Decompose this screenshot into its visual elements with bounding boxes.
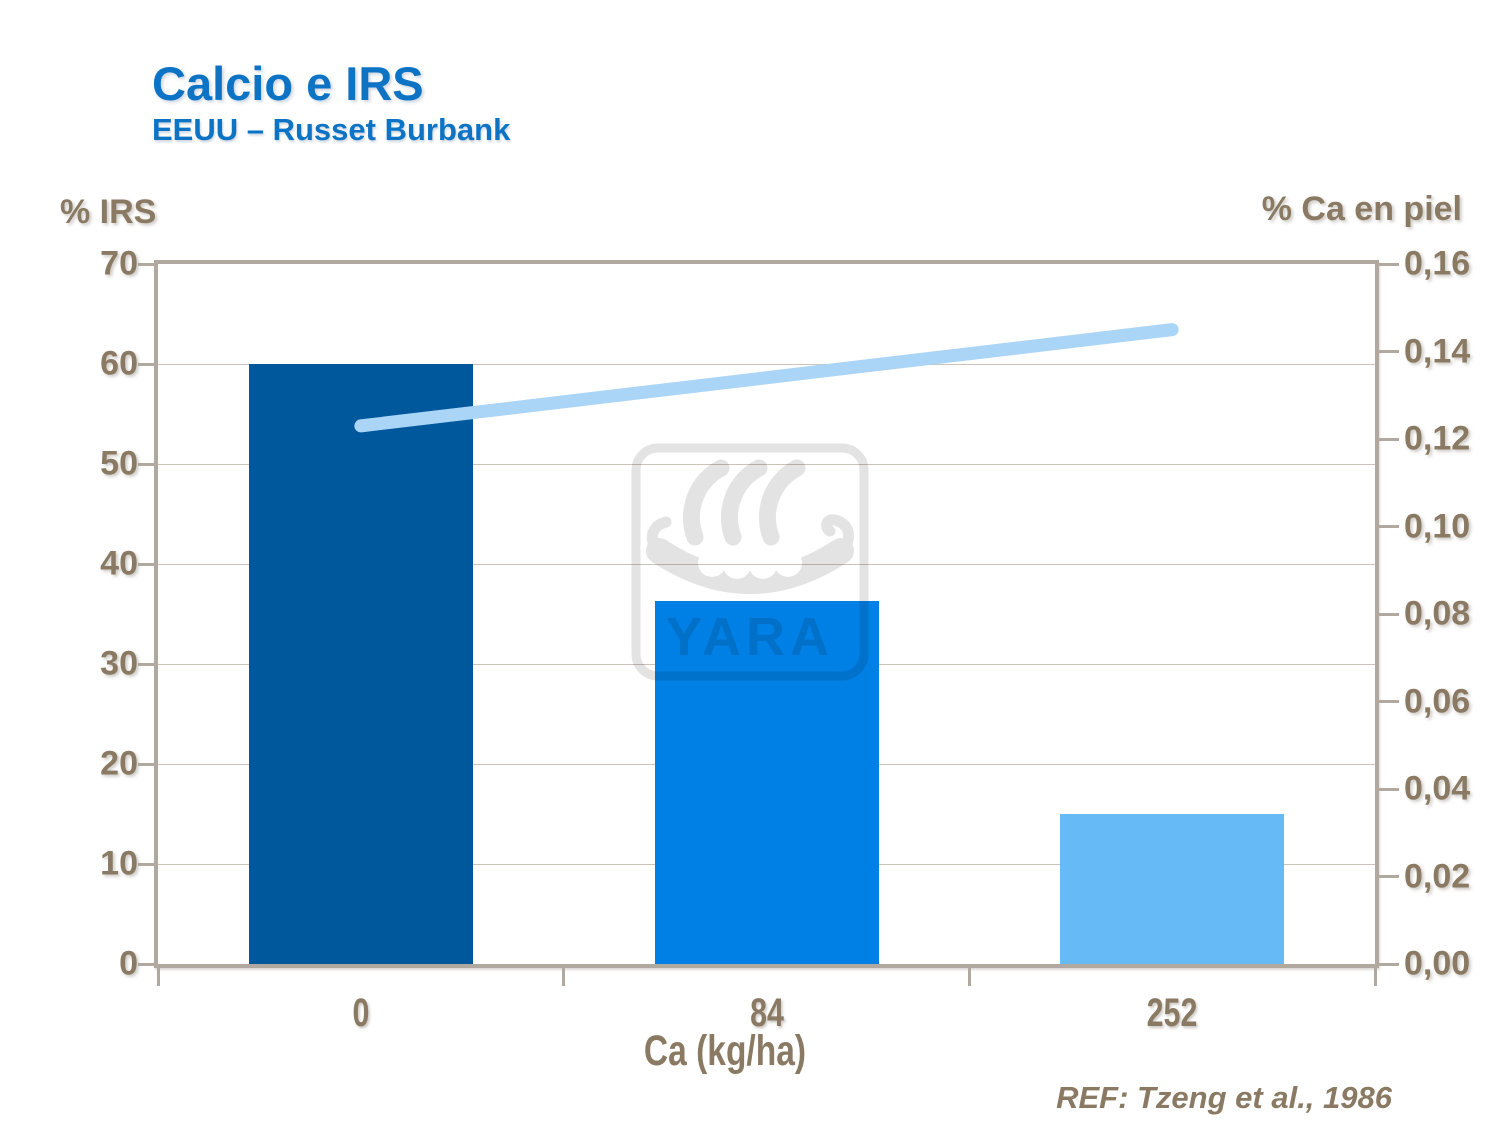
right-tick-mark: [1379, 350, 1399, 353]
right-tick-label: 0,00: [1404, 944, 1471, 983]
right-tick-mark: [1379, 875, 1399, 878]
left-tick-mark: [138, 362, 158, 366]
left-tick-mark: [138, 262, 158, 266]
right-tick-mark: [1379, 437, 1399, 441]
left-tick-mark: [138, 762, 158, 766]
bar-ca-0: [248, 364, 473, 964]
x-boundary-tick: [562, 968, 566, 986]
left-tick-label: 20: [100, 744, 138, 783]
yara-watermark: YARA: [631, 443, 869, 681]
right-tick-label: 0,06: [1404, 682, 1471, 720]
gridline: [158, 363, 1375, 365]
right-tick-label: 0,04: [1404, 769, 1471, 808]
x-boundary-tick: [1373, 968, 1377, 986]
right-tick-label: 0,02: [1404, 857, 1471, 895]
reference-note: REF: Tzeng et al., 1986: [1056, 1080, 1392, 1115]
right-tick-mark: [1379, 262, 1399, 266]
x-tick-label: 84: [749, 991, 784, 1035]
left-tick-label: 0: [119, 944, 138, 983]
right-axis-title: % Ca en piel: [1261, 190, 1462, 228]
x-tick-label: 252: [1146, 991, 1198, 1035]
right-tick-mark: [1379, 525, 1399, 528]
left-tick-mark: [138, 862, 158, 866]
right-tick-label: 0,12: [1404, 419, 1471, 458]
x-tick-label: 0: [352, 991, 370, 1035]
left-tick-mark: [138, 662, 158, 666]
left-tick-label: 40: [100, 544, 138, 583]
left-axis-title: % IRS: [60, 193, 157, 231]
chart-title: Calcio e IRS: [152, 57, 424, 110]
right-tick-mark: [1379, 787, 1399, 791]
right-tick-label: 0,14: [1404, 332, 1471, 370]
right-tick-label: 0,16: [1404, 244, 1471, 283]
left-tick-label: 30: [100, 644, 138, 683]
left-tick-label: 50: [100, 444, 138, 483]
ca-en-piel-line: [354, 323, 1179, 433]
left-tick-label: 10: [100, 844, 138, 883]
right-tick-mark: [1379, 612, 1399, 616]
left-tick-mark: [138, 562, 158, 566]
left-tick-label: 60: [100, 344, 138, 383]
left-tick-mark: [138, 462, 158, 466]
x-boundary-tick: [967, 968, 971, 986]
chart-subtitle: EEUU – Russet Burbank: [152, 112, 511, 147]
watermark-text: YARA: [666, 607, 834, 667]
viking-ship-icon: [631, 443, 869, 681]
x-boundary-tick: [156, 968, 160, 986]
right-tick-mark: [1379, 700, 1399, 703]
left-tick-label: 70: [100, 244, 138, 283]
x-axis-title: Ca (kg/ha): [643, 1027, 807, 1075]
right-tick-label: 0,08: [1404, 594, 1471, 633]
right-tick-label: 0,10: [1404, 507, 1471, 545]
left-tick-mark: [138, 962, 158, 966]
bar-ca-252: [1060, 814, 1285, 964]
line-series-layer: [354, 323, 1179, 433]
right-tick-mark: [1379, 962, 1399, 966]
bar-ca-84: [654, 601, 879, 964]
